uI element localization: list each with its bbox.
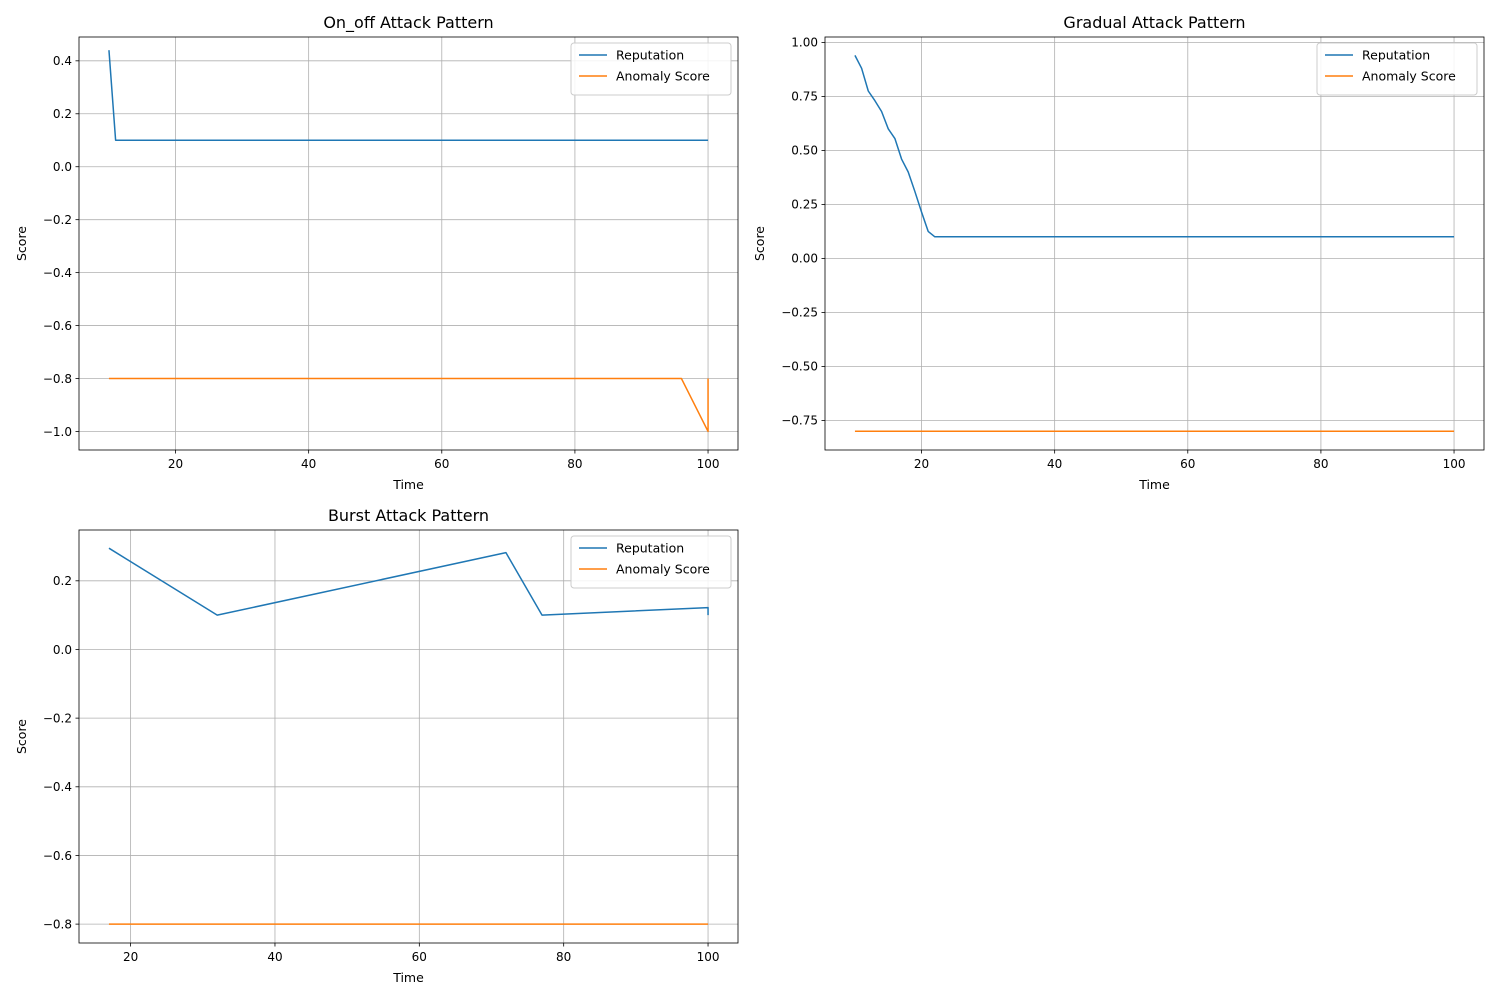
y-tick-label: 0.50 [791,144,818,158]
y-tick-label: −0.4 [43,266,72,280]
x-axis-label: Time [392,477,424,492]
series-line-reputation [108,50,709,141]
y-tick-label: 0.4 [53,54,72,68]
y-tick-label: 0.0 [53,160,72,174]
y-tick-label: 1.00 [791,36,818,50]
x-tick-label: 40 [267,950,282,964]
legend-label: Anomaly Score [1362,69,1456,84]
y-tick-label: −0.2 [43,711,72,725]
legend-label: Anomaly Score [616,69,710,84]
x-tick-label: 80 [1313,457,1328,471]
y-tick-label: −0.75 [781,414,818,428]
y-tick-label: −0.8 [43,372,72,386]
y-tick-label: −1.0 [43,425,72,439]
x-tick-label: 60 [434,457,449,471]
legend-label: Reputation [616,48,684,63]
legend-box [570,535,732,589]
x-tick-label: 60 [412,950,427,964]
y-tick-label: 0.00 [791,252,818,266]
y-tick-label: 0.2 [53,107,72,121]
axes-frame [824,36,1485,451]
series-line-anomaly [108,377,709,433]
legend: Reputation Anomaly Score [570,535,732,589]
y-tick-label: 0.2 [53,574,72,588]
chart-title: Gradual Attack Pattern [1063,13,1245,32]
x-tick-label: 100 [697,950,720,964]
legend-label: Reputation [616,541,684,556]
legend-box [570,42,732,96]
y-tick-label: 0.75 [791,90,818,104]
x-tick-label: 60 [1180,457,1195,471]
y-axis-label: Score [752,226,767,261]
series-line-reputation [854,55,1455,238]
y-tick-label: −0.6 [43,319,72,333]
y-tick-label: −0.50 [781,360,818,374]
series-line-reputation [108,547,709,616]
chart-panel: 20 40 60 80 100 −0.8 −0.6 −0.4 −0.2 0.0 0.2 Burst A… [14,506,739,985]
y-tick-label: −0.8 [43,917,72,931]
chart-title: On_off Attack Pattern [323,13,493,33]
x-tick-label: 80 [567,457,582,471]
x-axis-label: Time [392,970,424,985]
x-tick-label: 100 [1443,457,1466,471]
axes-frame [78,529,739,944]
y-tick-label: −0.6 [43,849,72,863]
y-tick-label: −0.4 [43,780,72,794]
legend-label: Anomaly Score [616,562,710,577]
x-tick-label: 20 [168,457,183,471]
chart-panel: 20 40 60 80 100 −1.0 −0.8 −0.6 −0.4 −0.2 0.0 0.2 0.4… [14,13,739,492]
y-tick-label: 0.0 [53,643,72,657]
chart-title: Burst Attack Pattern [328,506,489,525]
y-axis-label: Score [14,226,29,261]
x-tick-label: 100 [697,457,720,471]
y-tick-label: 0.25 [791,198,818,212]
legend-box [1316,42,1478,96]
chart-panel: 20 40 60 80 100 −0.75 −0.50 −0.25 0.00 0.25 0.50 0.… [752,13,1485,492]
x-tick-label: 20 [123,950,138,964]
x-axis-label: Time [1138,477,1170,492]
x-tick-label: 40 [1047,457,1062,471]
axes-frame [78,36,739,451]
x-tick-label: 20 [914,457,929,471]
legend-label: Reputation [1362,48,1430,63]
y-tick-label: −0.25 [781,306,818,320]
x-tick-label: 40 [301,457,316,471]
x-tick-label: 80 [556,950,571,964]
y-axis-label: Score [14,719,29,754]
legend: Reputation Anomaly Score [1316,42,1478,96]
y-tick-label: −0.2 [43,213,72,227]
legend: Reputation Anomaly Score [570,42,732,96]
